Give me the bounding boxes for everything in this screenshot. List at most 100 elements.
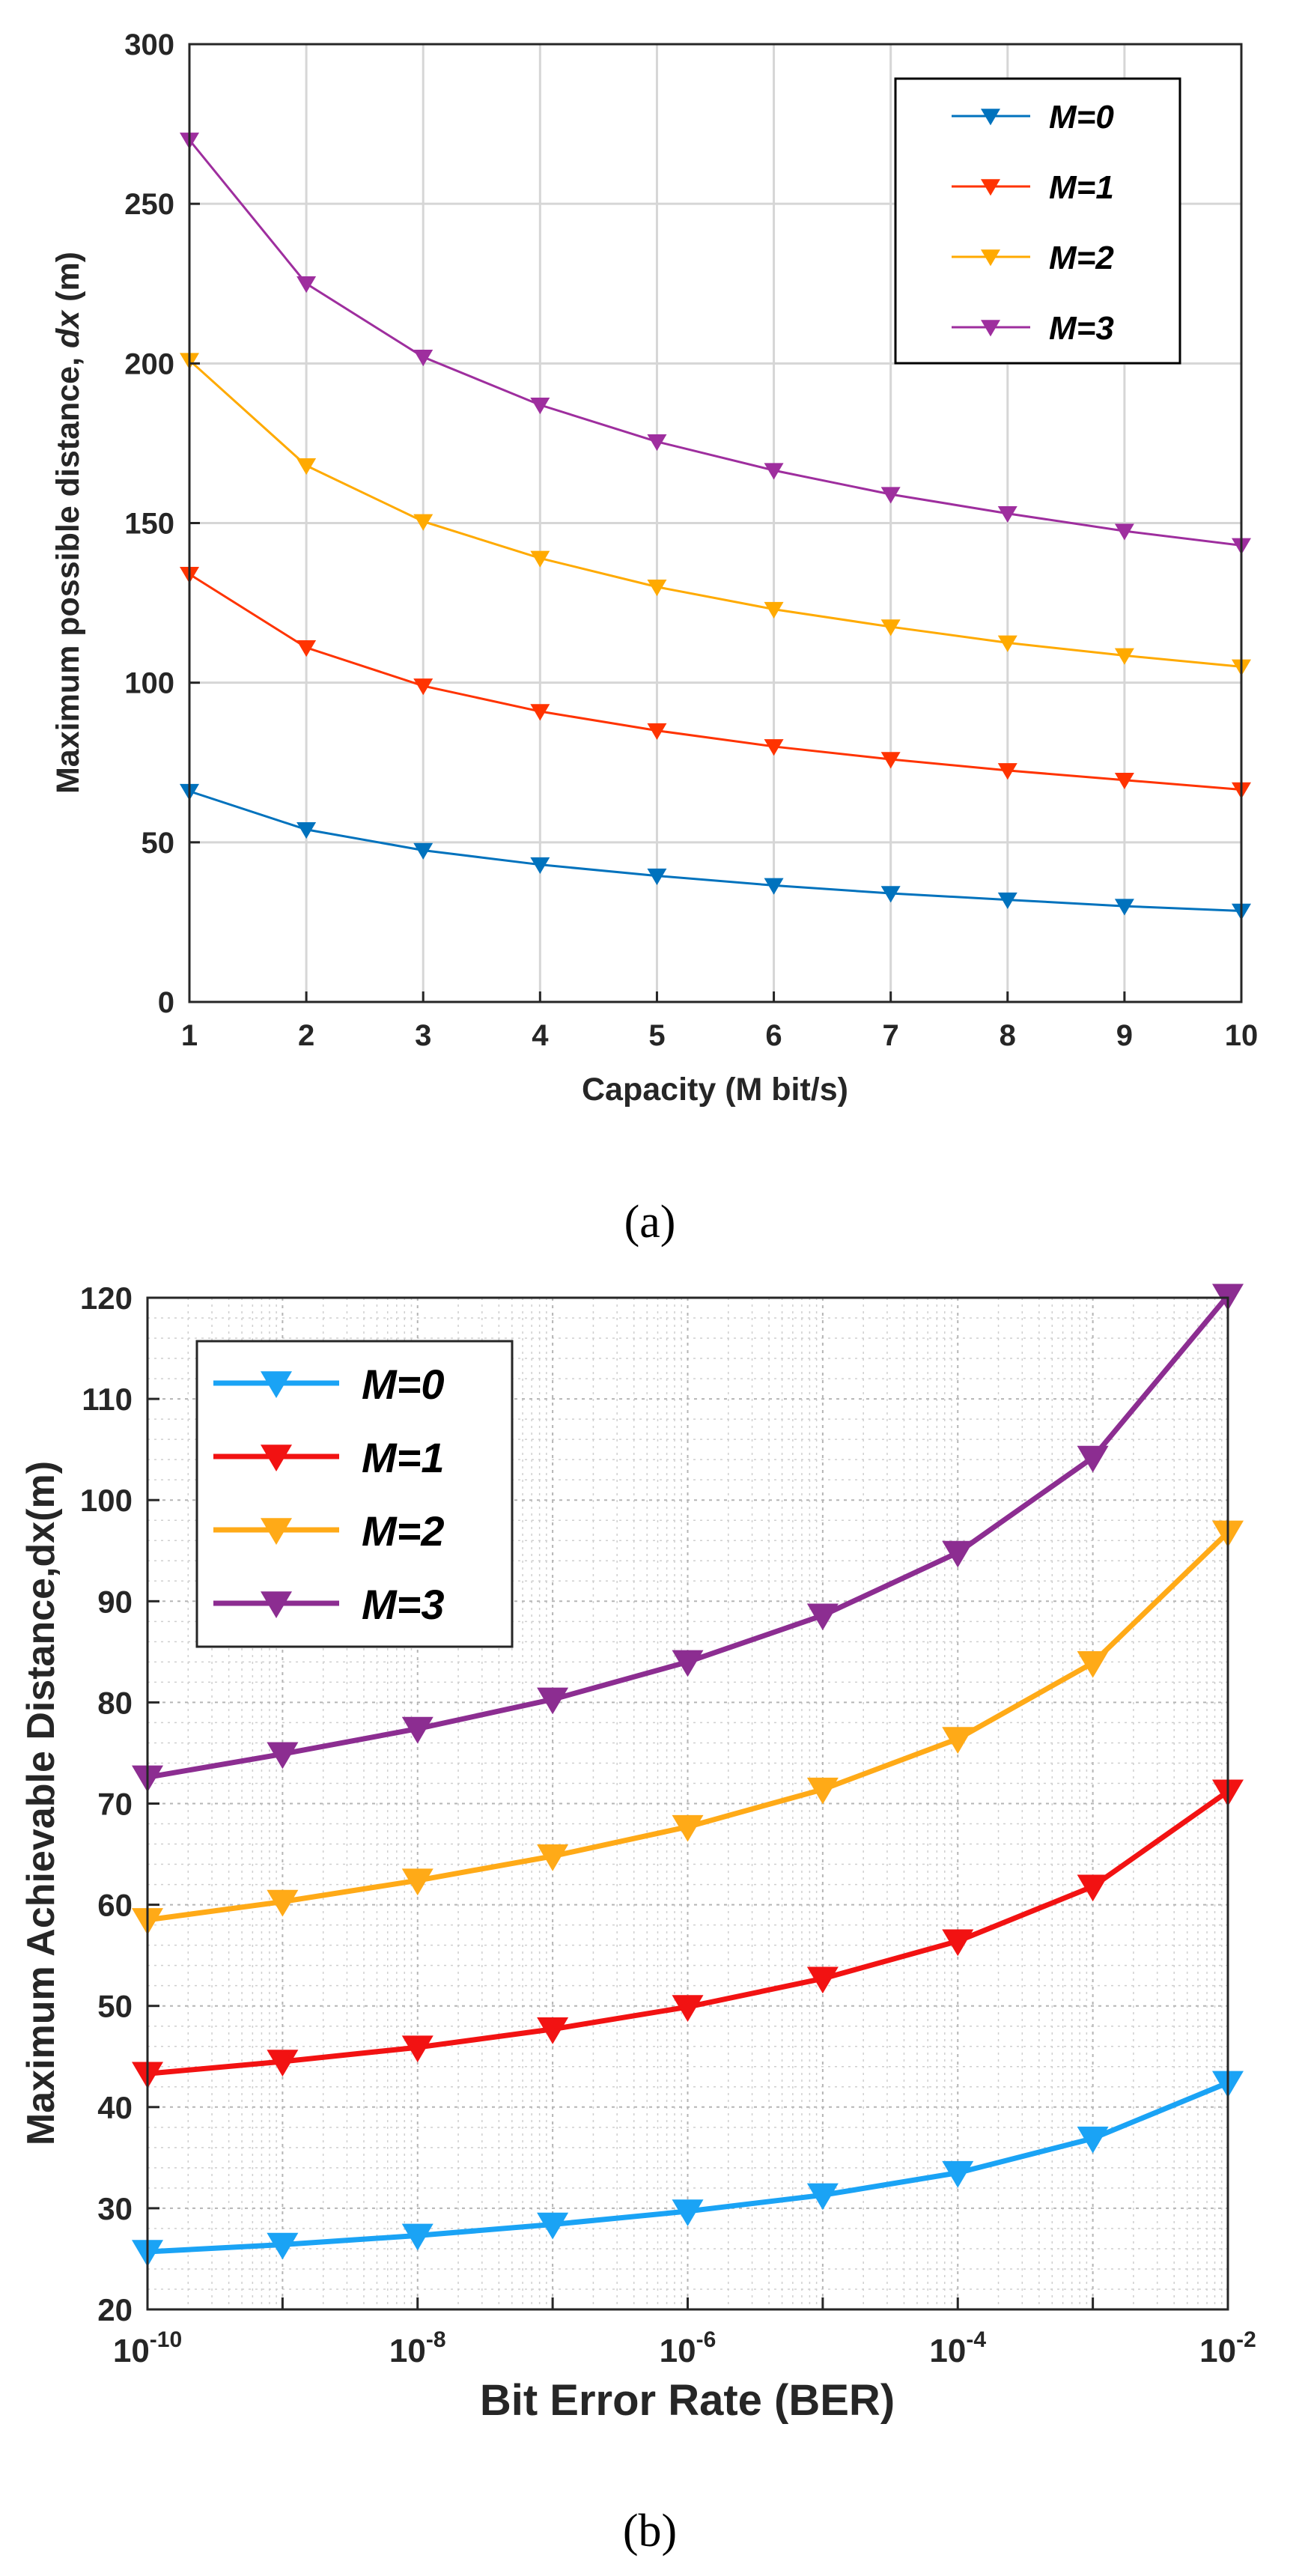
series-line-m3 bbox=[188, 139, 1242, 547]
data-point-m0 bbox=[880, 886, 901, 903]
x-tick-label: 10 bbox=[1225, 1019, 1259, 1052]
data-point-m3 bbox=[647, 434, 667, 452]
y-tick-label: 50 bbox=[97, 1989, 133, 2024]
data-point-m2 bbox=[1114, 648, 1134, 665]
ticks-b: 10-10 10-8 10-6 10-4 10-2 20 30 40 50 60 70 80 90 100… bbox=[80, 1281, 1256, 2369]
series-a bbox=[180, 133, 1251, 920]
data-point-m2 bbox=[1077, 1650, 1109, 1678]
y-tick-label: 0 bbox=[158, 986, 174, 1019]
data-point-m1 bbox=[267, 2050, 299, 2077]
data-point-m1 bbox=[296, 640, 317, 657]
data-point-m0 bbox=[1077, 2126, 1109, 2154]
x-axis-label-b: Bit Error Rate (BER) bbox=[480, 2376, 895, 2425]
x-tick-label: 4 bbox=[532, 1019, 549, 1052]
data-point-m2 bbox=[880, 619, 901, 637]
panel-label-b: (b) bbox=[623, 2506, 677, 2557]
data-point-m0 bbox=[942, 2160, 974, 2188]
data-point-m0 bbox=[647, 868, 667, 885]
data-point-m3 bbox=[267, 1742, 299, 1770]
data-point-m3 bbox=[530, 398, 550, 415]
y-tick-label: 70 bbox=[97, 1787, 133, 1822]
series-line-m2 bbox=[188, 359, 1242, 668]
legend-box-a bbox=[894, 77, 1181, 365]
series-line-m0 bbox=[189, 790, 1242, 912]
data-point-m2 bbox=[401, 1868, 433, 1896]
legend-a: M=0 M=1 M=2 M=3 bbox=[894, 77, 1181, 365]
data-point-m3 bbox=[537, 1687, 569, 1715]
data-point-m3 bbox=[880, 487, 901, 504]
data-point-m0 bbox=[530, 857, 550, 875]
data-point-m0 bbox=[537, 2212, 569, 2240]
data-point-m1 bbox=[880, 752, 901, 769]
series-line-m1 bbox=[189, 573, 1242, 791]
y-tick-label: 50 bbox=[142, 827, 175, 860]
x-tick-label: 9 bbox=[1116, 1019, 1133, 1052]
x-tick-label: 10-2 bbox=[1199, 2327, 1256, 2369]
y-tick-label: 200 bbox=[124, 347, 174, 380]
data-point-m2 bbox=[296, 458, 317, 476]
data-point-m2 bbox=[672, 1814, 704, 1842]
data-point-m0 bbox=[672, 2199, 704, 2226]
data-point-m3 bbox=[806, 1603, 839, 1631]
y-tick-label: 80 bbox=[97, 1685, 133, 1720]
data-point-m1 bbox=[413, 678, 433, 696]
data-point-m1 bbox=[997, 763, 1017, 780]
data-point-m2 bbox=[806, 1777, 839, 1805]
y-axis-label-a: Maximum possible distance, dx (m) bbox=[50, 252, 86, 794]
data-point-m2 bbox=[764, 601, 784, 619]
legend-label-m1: M=1 bbox=[362, 1434, 445, 1481]
y-tick-label: 60 bbox=[97, 1888, 133, 1923]
y-axis-label-b: Maximum Achievable Distance,dx(m) bbox=[19, 1461, 63, 2145]
panel-label-a: (a) bbox=[624, 1197, 676, 1248]
x-tick-label: 7 bbox=[883, 1019, 899, 1052]
data-point-m0 bbox=[267, 2232, 299, 2260]
legend-marker-m0 bbox=[981, 109, 1000, 126]
grid-b bbox=[147, 1297, 1229, 2310]
data-point-m0 bbox=[1114, 899, 1134, 916]
legend-marker-m2 bbox=[981, 249, 1000, 267]
data-point-m1 bbox=[647, 723, 667, 740]
y-tick-label: 250 bbox=[124, 188, 174, 221]
data-point-m1 bbox=[537, 2017, 569, 2044]
legend-label-m1: M=1 bbox=[1049, 169, 1114, 206]
x-axis-label-a: Capacity (M bit/s) bbox=[582, 1072, 848, 1108]
data-point-m2 bbox=[537, 1844, 569, 1871]
data-point-m1 bbox=[672, 1995, 704, 2023]
legend-box-b bbox=[195, 1340, 514, 1648]
data-point-m0 bbox=[806, 2183, 839, 2211]
legend-label-m3: M=3 bbox=[362, 1581, 445, 1628]
y-tick-label: 110 bbox=[82, 1382, 133, 1417]
data-point-m1 bbox=[942, 1929, 974, 1957]
legend-label-m0: M=0 bbox=[1049, 99, 1114, 136]
data-point-m3 bbox=[764, 463, 784, 480]
data-point-m1 bbox=[1077, 1874, 1109, 1902]
data-point-m3 bbox=[296, 276, 317, 294]
data-point-m1 bbox=[530, 704, 550, 721]
data-point-m3 bbox=[942, 1540, 974, 1568]
legend-marker-m0 bbox=[261, 1371, 292, 1398]
y-tick-label: 90 bbox=[97, 1584, 133, 1619]
x-tick-label: 2 bbox=[298, 1019, 314, 1052]
data-point-m2 bbox=[997, 635, 1017, 652]
legend-label-m0: M=0 bbox=[362, 1361, 445, 1408]
data-point-m3 bbox=[1114, 523, 1134, 541]
data-point-m1 bbox=[1114, 772, 1134, 790]
x-tick-label: 8 bbox=[1000, 1019, 1016, 1052]
y-tick-label: 120 bbox=[80, 1281, 133, 1316]
data-point-m2 bbox=[413, 514, 433, 531]
chart-b: 10-10 10-8 10-6 10-4 10-2 20 30 40 50 60 70 80 90 100… bbox=[19, 1281, 1256, 2557]
x-tick-label: 5 bbox=[648, 1019, 665, 1052]
y-tick-label: 40 bbox=[97, 2090, 133, 2125]
data-point-m1 bbox=[764, 739, 784, 756]
data-point-m3 bbox=[672, 1650, 704, 1677]
data-point-m2 bbox=[647, 580, 667, 597]
x-tick-label: 6 bbox=[765, 1019, 782, 1052]
y-tick-label: 30 bbox=[97, 2191, 133, 2226]
x-tick-label: 10-4 bbox=[929, 2327, 986, 2369]
x-tick-label: 3 bbox=[415, 1019, 431, 1052]
legend-label-m3: M=3 bbox=[1049, 310, 1114, 347]
legend-marker-m1 bbox=[261, 1445, 292, 1471]
legend-label-m2: M=2 bbox=[1049, 240, 1114, 276]
